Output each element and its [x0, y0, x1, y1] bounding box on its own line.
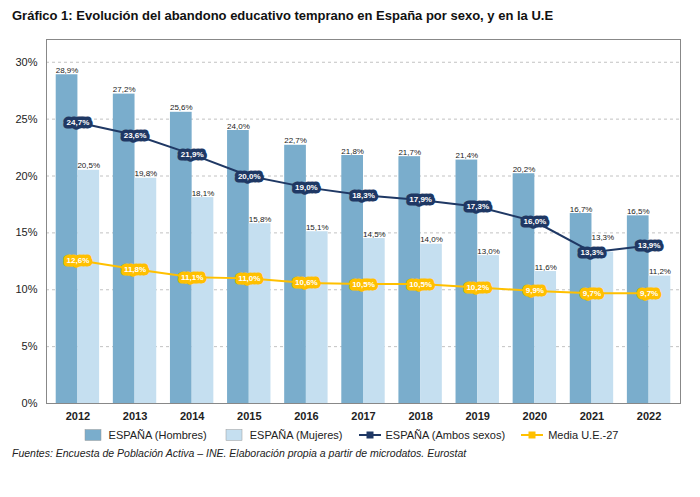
svg-text:13,3%: 13,3%: [591, 233, 614, 242]
svg-text:15,8%: 15,8%: [249, 215, 272, 224]
html-text:Fuentes: Encuesta de Población: Fuentes: Encuesta de Población Activa – …: [12, 447, 467, 459]
svg-text:2019: 2019: [465, 410, 489, 422]
html-text:ESPAÑA (Mujeres): ESPAÑA (Mujeres): [249, 429, 343, 441]
svg-text:20,5%: 20,5%: [77, 161, 100, 170]
svg-text:10%: 10%: [15, 283, 37, 295]
svg-text:24,7%: 24,7%: [67, 118, 90, 127]
svg-text:24,0%: 24,0%: [227, 122, 250, 131]
svg-text:22,7%: 22,7%: [284, 136, 307, 145]
svg-text:10,2%: 10,2%: [466, 283, 489, 292]
html-text:Gráfico 1: Evolución del aband: Gráfico 1: Evolución del abandono educat…: [12, 8, 554, 23]
svg-text:27,2%: 27,2%: [113, 85, 136, 94]
svg-text:2012: 2012: [66, 410, 90, 422]
svg-text:12,6%: 12,6%: [67, 256, 90, 265]
svg-text:21,8%: 21,8%: [341, 147, 364, 156]
svg-text:5%: 5%: [22, 340, 38, 352]
svg-text:9,7%: 9,7%: [640, 289, 658, 298]
svg-text:2013: 2013: [123, 410, 147, 422]
svg-text:11,8%: 11,8%: [124, 265, 146, 274]
svg-text:17,9%: 17,9%: [409, 195, 432, 204]
svg-text:15,1%: 15,1%: [306, 223, 329, 232]
svg-text:13,0%: 13,0%: [477, 247, 500, 256]
svg-text:2016: 2016: [294, 410, 318, 422]
svg-text:21,7%: 21,7%: [398, 148, 421, 157]
svg-text:19,0%: 19,0%: [295, 183, 318, 192]
svg-text:9,7%: 9,7%: [583, 289, 601, 298]
svg-text:10,6%: 10,6%: [295, 278, 318, 287]
svg-text:0%: 0%: [22, 397, 38, 409]
svg-text:2014: 2014: [180, 410, 205, 422]
svg-text:14,5%: 14,5%: [363, 230, 386, 239]
svg-text:28,9%: 28,9%: [56, 66, 79, 75]
svg-text:9,9%: 9,9%: [526, 286, 544, 295]
svg-text:13,9%: 13,9%: [638, 241, 661, 250]
svg-text:18,3%: 18,3%: [352, 191, 375, 200]
svg-text:2021: 2021: [580, 410, 604, 422]
svg-text:16,0%: 16,0%: [524, 217, 547, 226]
svg-text:20,2%: 20,2%: [513, 165, 536, 174]
svg-text:20%: 20%: [15, 170, 37, 182]
svg-text:17,3%: 17,3%: [466, 202, 489, 211]
svg-text:16,5%: 16,5%: [627, 207, 650, 216]
svg-text:14,0%: 14,0%: [420, 235, 443, 244]
svg-text:20,0%: 20,0%: [238, 172, 261, 181]
svg-text:21,9%: 21,9%: [181, 150, 204, 159]
svg-text:23,6%: 23,6%: [124, 131, 147, 140]
svg-text:10,5%: 10,5%: [409, 280, 432, 289]
svg-text:2022: 2022: [637, 410, 661, 422]
html-text:ESPAÑA (Hombres): ESPAÑA (Hombres): [108, 429, 207, 441]
svg-text:16,7%: 16,7%: [570, 205, 593, 214]
svg-text:19,8%: 19,8%: [135, 169, 158, 178]
svg-text:18,1%: 18,1%: [192, 189, 215, 198]
svg-text:11,6%: 11,6%: [535, 263, 557, 272]
svg-text:13,3%: 13,3%: [581, 248, 604, 257]
svg-text:11,1%: 11,1%: [181, 273, 203, 282]
svg-text:11,0%: 11,0%: [238, 274, 260, 283]
svg-text:25%: 25%: [15, 113, 37, 125]
html-text:ESPAÑA (Ambos sexos): ESPAÑA (Ambos sexos): [385, 429, 506, 441]
svg-text:2017: 2017: [351, 410, 375, 422]
svg-text:11,2%: 11,2%: [649, 267, 671, 276]
svg-text:10,5%: 10,5%: [352, 280, 375, 289]
html-text:Media U.E.-27: Media U.E.-27: [548, 429, 619, 441]
svg-text:25,6%: 25,6%: [170, 103, 193, 112]
svg-text:21,4%: 21,4%: [456, 151, 479, 160]
svg-text:15%: 15%: [15, 226, 37, 238]
svg-text:30%: 30%: [15, 56, 37, 68]
svg-text:2018: 2018: [408, 410, 432, 422]
svg-text:2020: 2020: [523, 410, 547, 422]
svg-text:2015: 2015: [237, 410, 261, 422]
